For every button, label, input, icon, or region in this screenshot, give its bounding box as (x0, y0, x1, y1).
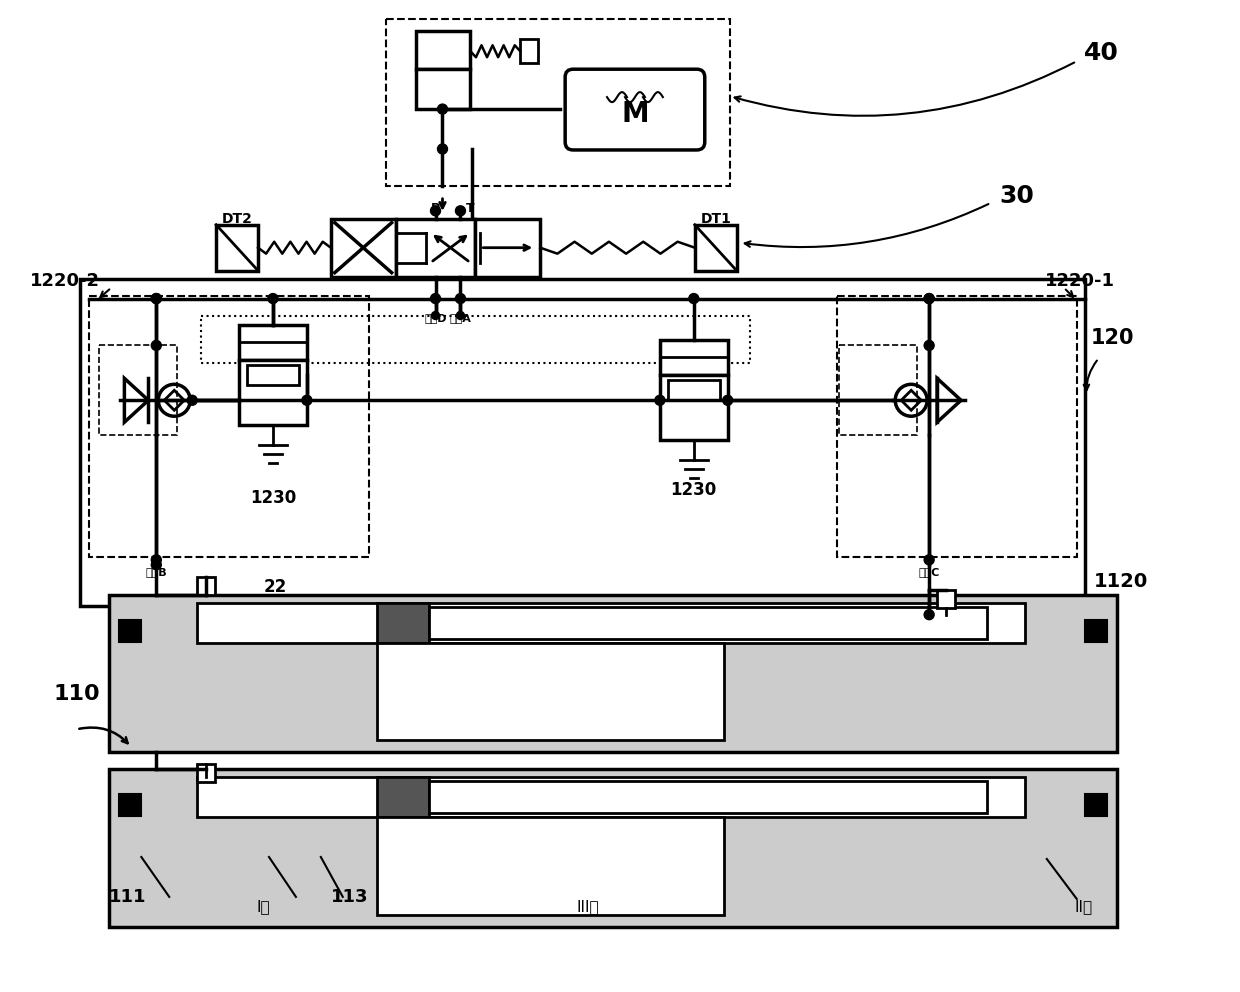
Bar (377, 643, 724, 740)
Text: 管嘴A: 管嘴A (450, 313, 471, 323)
Circle shape (151, 340, 161, 350)
Text: DT2: DT2 (222, 211, 253, 226)
Circle shape (455, 294, 465, 304)
Text: 1120: 1120 (1094, 572, 1148, 591)
Bar (239, 360, 306, 426)
Text: T: T (466, 202, 475, 215)
Bar (937, 589, 955, 608)
Text: 1230: 1230 (249, 489, 296, 507)
Text: 111: 111 (109, 888, 146, 906)
Text: 113: 113 (331, 888, 368, 906)
Circle shape (924, 294, 934, 304)
Text: 120: 120 (1091, 328, 1135, 348)
Circle shape (301, 395, 312, 406)
Circle shape (151, 294, 161, 304)
Circle shape (456, 311, 465, 319)
Text: DT1: DT1 (701, 211, 732, 226)
Bar (837, 296, 1076, 557)
Bar (386, 19, 729, 186)
Text: 30: 30 (999, 184, 1034, 208)
Circle shape (924, 610, 934, 620)
Bar (331, 219, 396, 277)
Circle shape (430, 205, 440, 216)
Circle shape (924, 340, 934, 350)
Bar (377, 603, 429, 643)
Text: 1230: 1230 (671, 481, 717, 499)
Circle shape (151, 294, 161, 304)
Bar (521, 40, 538, 63)
Bar (197, 576, 215, 595)
Circle shape (430, 294, 440, 304)
Bar (429, 607, 987, 639)
Bar (216, 225, 258, 271)
Bar (197, 777, 1025, 817)
Circle shape (151, 555, 161, 564)
Bar (415, 69, 470, 109)
FancyBboxPatch shape (565, 69, 704, 150)
Text: P: P (432, 202, 440, 215)
Bar (247, 365, 299, 385)
Circle shape (924, 555, 934, 564)
Text: M: M (621, 100, 649, 128)
Bar (475, 219, 541, 277)
Bar (89, 296, 368, 557)
Bar (201, 315, 750, 363)
Text: 22: 22 (264, 577, 288, 596)
Bar (197, 603, 1025, 643)
Circle shape (723, 395, 733, 406)
Text: 管嘴B: 管嘴B (145, 566, 167, 576)
Bar (109, 769, 1116, 927)
Text: 40: 40 (1084, 42, 1118, 65)
Circle shape (455, 205, 465, 216)
Circle shape (924, 294, 934, 304)
Circle shape (268, 294, 278, 304)
Text: 110: 110 (53, 684, 100, 704)
Text: I腔: I腔 (257, 900, 270, 915)
Circle shape (655, 395, 665, 406)
Text: 1220-1: 1220-1 (1045, 272, 1115, 290)
Bar (415, 32, 470, 69)
Bar (79, 279, 1085, 606)
Bar (396, 219, 475, 277)
Text: II腔: II腔 (1075, 900, 1092, 915)
Bar (660, 375, 728, 440)
Bar (109, 595, 1116, 752)
Circle shape (432, 311, 439, 319)
Text: 管嘴D: 管嘴D (424, 313, 446, 323)
Bar (197, 764, 215, 783)
Circle shape (151, 559, 161, 569)
Bar (239, 325, 306, 360)
Bar (377, 817, 724, 915)
Bar (429, 781, 987, 813)
Text: III腔: III腔 (577, 900, 599, 915)
Bar (119, 795, 141, 816)
Bar (1085, 620, 1106, 642)
Bar (1085, 795, 1106, 816)
Text: 管嘴C: 管嘴C (919, 566, 940, 576)
Bar (660, 340, 728, 375)
Bar (668, 380, 719, 400)
Circle shape (187, 395, 197, 406)
Circle shape (688, 294, 699, 304)
Bar (99, 345, 177, 435)
Bar (377, 777, 429, 817)
Bar (839, 345, 918, 435)
Text: 1220-2: 1220-2 (30, 272, 99, 290)
Circle shape (438, 144, 448, 154)
Circle shape (438, 104, 448, 114)
Bar (119, 620, 141, 642)
Bar (694, 225, 737, 271)
